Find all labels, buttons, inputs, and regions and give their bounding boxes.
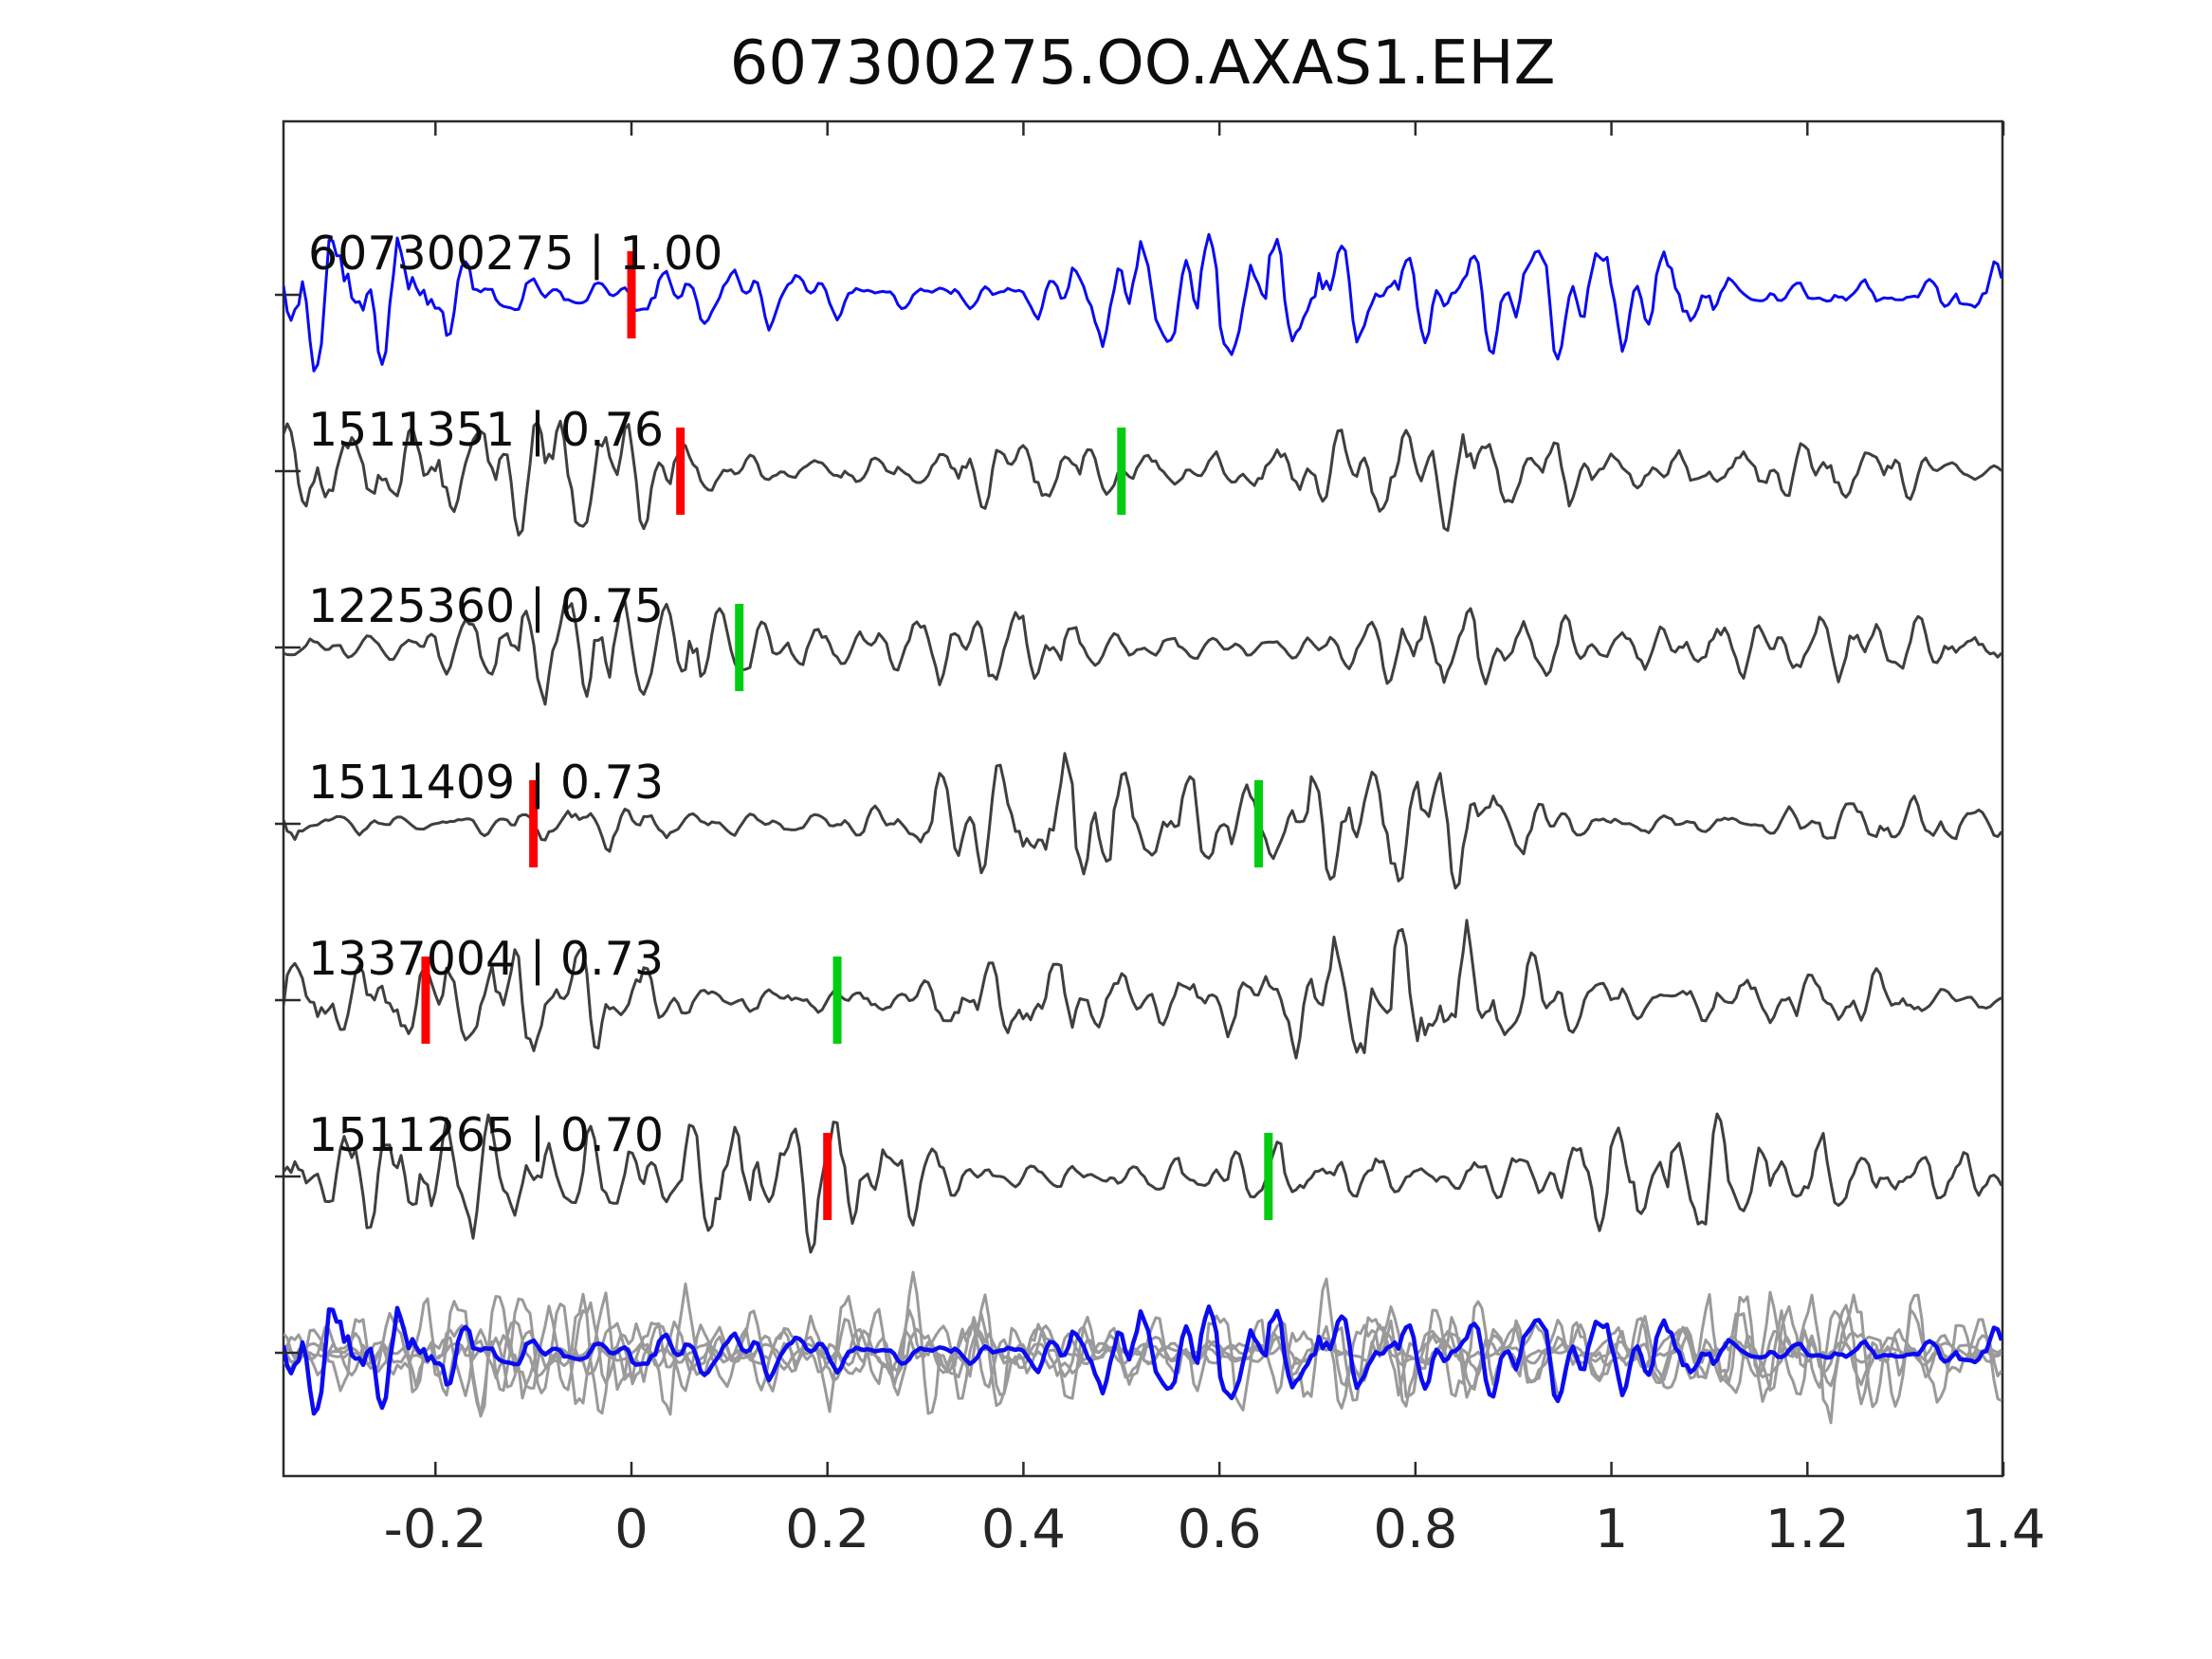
pick-marker-green (1117, 428, 1126, 515)
pick-marker-layer (421, 251, 1273, 1220)
waveform-trace-1511351 (283, 419, 2002, 537)
pick-marker-green (1253, 780, 1263, 867)
trace-label: 1337004 | 0.73 (308, 932, 664, 986)
x-tick-label: 0.8 (1373, 1499, 1457, 1560)
pick-marker-green (832, 957, 842, 1044)
x-tick-label: -0.2 (384, 1499, 487, 1560)
waveform-overlay-template (283, 1304, 2002, 1416)
trace-label-layer: 607300275 | 1.00 1511351 | 0.76 1225360 … (308, 227, 722, 1162)
waveform-trace-1337004 (283, 919, 2002, 1060)
axis-tick-layer (275, 121, 2005, 1476)
waveform-overlay-gray-4 (283, 1282, 2002, 1416)
pick-marker-red (529, 780, 539, 867)
trace-label: 1511265 | 0.70 (308, 1108, 664, 1162)
waveform-trace-1511265 (283, 1112, 2002, 1254)
pick-marker-green (1264, 1133, 1273, 1220)
trace-label: 1511351 | 0.76 (308, 403, 664, 457)
pick-marker-red (676, 428, 686, 515)
x-tick-label: 1.2 (1765, 1499, 1850, 1560)
trace-label: 1511409 | 0.73 (308, 756, 664, 810)
x-tick-label: 0 (614, 1499, 649, 1560)
pick-marker-red (823, 1133, 832, 1220)
figure-title: 607300275.OO.AXAS1.EHZ (730, 28, 1556, 99)
x-tick-label: 0.4 (981, 1499, 1066, 1560)
waveform-overlay-gray-3 (283, 1290, 2002, 1416)
trace-label: 1225360 | 0.75 (308, 579, 664, 633)
plot-frame (282, 119, 2004, 1478)
waveform-layer (283, 232, 2002, 1425)
x-tick-label: 1 (1595, 1499, 1629, 1560)
pick-marker-red (421, 957, 430, 1044)
x-tick-label: 0.2 (785, 1499, 869, 1560)
pick-marker-red (627, 251, 636, 338)
waveform-trace-607300275 (283, 232, 2002, 373)
x-tick-label: 0.6 (1178, 1499, 1262, 1560)
trace-label: 607300275 | 1.00 (308, 227, 722, 281)
pick-marker-green (735, 604, 744, 691)
x-tick-label: 1.4 (1961, 1499, 2045, 1560)
waveform-trace-1225360 (283, 599, 2002, 706)
waveform-trace-1511409 (283, 752, 2002, 890)
x-tick-label-layer: -0.2 0 0.2 0.4 0.6 0.8 1 1.2 1.4 (384, 1499, 2046, 1560)
